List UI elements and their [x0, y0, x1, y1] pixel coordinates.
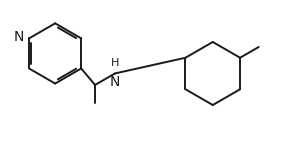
Text: N: N — [14, 30, 24, 44]
Text: H: H — [111, 58, 119, 68]
Text: N: N — [110, 75, 120, 89]
